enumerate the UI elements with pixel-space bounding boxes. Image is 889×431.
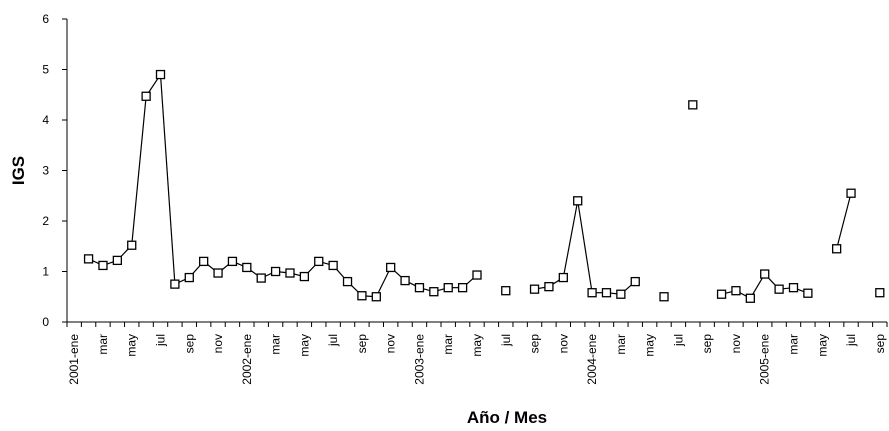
x-tick-label: nov <box>556 334 570 353</box>
x-tick-label: may <box>297 334 311 357</box>
data-point-marker <box>558 272 568 283</box>
data-point-marker <box>875 288 885 298</box>
x-tick-label: mar <box>441 334 455 355</box>
series-line-segment <box>159 74 176 285</box>
x-tick-label: mar <box>614 334 628 355</box>
x-axis-ticks: 2001-ene mar may jul sep nov 2002-ene mar may jul… <box>66 322 888 385</box>
data-point-marker <box>831 244 842 254</box>
x-tick-label: jul <box>326 334 340 347</box>
data-point-marker <box>328 260 338 271</box>
y-tick-label: 4 <box>42 113 49 127</box>
x-tick-label: 2003-ene <box>412 334 426 385</box>
data-point-marker <box>112 255 123 266</box>
x-tick-label: jul <box>844 334 858 347</box>
data-point-marker <box>788 283 799 293</box>
y-tick-label: 3 <box>42 164 49 178</box>
y-tick-label: 1 <box>42 265 49 279</box>
y-axis-ticks: 0 1 2 3 4 5 6 <box>42 12 67 329</box>
x-tick-label: jul <box>671 334 685 347</box>
data-point-marker <box>573 196 583 206</box>
data-point-marker <box>803 288 813 298</box>
y-axis-title: IGS <box>9 156 28 185</box>
data-point-marker <box>688 100 698 110</box>
data-point-marker <box>601 288 612 298</box>
y-tick-label: 6 <box>42 12 49 26</box>
data-point-marker <box>213 268 223 278</box>
x-tick-label: mar <box>96 334 110 355</box>
data-point-marker <box>299 271 310 282</box>
x-tick-label: may <box>815 334 829 357</box>
data-point-marker <box>630 276 640 287</box>
data-point-marker <box>314 256 324 267</box>
data-point-marker <box>501 286 511 296</box>
data-point-marker <box>472 270 482 280</box>
series-line-segment <box>375 267 392 298</box>
x-tick-label: sep <box>700 334 714 354</box>
data-point-marker <box>256 273 266 283</box>
x-tick-label: sep <box>355 334 369 354</box>
data-point-marker <box>745 293 755 303</box>
data-point-marker <box>659 292 669 302</box>
y-tick-label: 5 <box>42 63 49 77</box>
data-point-marker <box>846 188 856 198</box>
data-point-marker <box>716 289 727 299</box>
x-tick-label: jul <box>499 334 513 347</box>
data-point-marker <box>342 276 353 287</box>
y-tick-label: 0 <box>42 315 49 329</box>
data-point-marker <box>98 260 108 271</box>
data-point-marker <box>457 283 468 293</box>
x-tick-label: 2002-ene <box>240 334 254 385</box>
data-point-marker <box>270 266 281 277</box>
data-point-marker <box>414 283 425 293</box>
x-tick-label: mar <box>786 334 800 355</box>
x-tick-label: mar <box>269 334 283 355</box>
series-markers <box>83 69 885 303</box>
data-point-marker <box>170 279 180 289</box>
data-point-marker <box>199 256 209 267</box>
x-tick-label: nov <box>384 334 398 353</box>
series-line-segment <box>577 200 593 293</box>
data-point-marker <box>400 275 410 286</box>
x-axis-title: Año / Mes <box>467 408 547 427</box>
x-tick-label: may <box>470 334 484 357</box>
data-point-marker <box>544 281 554 292</box>
x-tick-label: may <box>643 334 657 357</box>
x-tick-label: sep <box>528 334 542 354</box>
data-point-marker <box>285 268 295 278</box>
data-point-marker <box>184 272 194 283</box>
data-point-marker <box>587 288 597 298</box>
data-point-marker <box>127 240 137 250</box>
data-point-marker <box>386 262 396 273</box>
data-point-marker <box>242 262 252 273</box>
y-tick-label: 2 <box>42 214 49 228</box>
data-point-marker <box>357 291 367 301</box>
x-tick-label: jul <box>154 334 168 347</box>
data-point-marker <box>731 286 741 296</box>
x-tick-label: 2005-ene <box>758 334 772 385</box>
data-point-marker <box>774 284 784 294</box>
data-point-marker <box>371 292 381 302</box>
x-tick-label: sep <box>182 334 196 354</box>
x-tick-label: may <box>125 334 139 357</box>
series-line-segment <box>836 193 852 249</box>
x-tick-label: sep <box>873 334 887 354</box>
data-point-marker <box>227 256 238 267</box>
x-tick-label: nov <box>211 334 225 353</box>
x-tick-label: 2004-ene <box>585 334 599 385</box>
data-point-marker <box>529 284 540 294</box>
data-point-marker <box>616 289 626 299</box>
data-point-marker <box>83 254 94 264</box>
series-line-segment <box>131 96 147 246</box>
data-point-marker <box>429 287 439 297</box>
data-point-marker <box>443 283 453 293</box>
data-point-marker <box>141 91 151 101</box>
x-tick-label: 2001-ene <box>67 334 81 385</box>
x-tick-label: nov <box>729 334 743 353</box>
data-point-marker <box>760 269 770 279</box>
data-point-marker <box>155 69 166 80</box>
series-line-segment <box>562 200 579 278</box>
